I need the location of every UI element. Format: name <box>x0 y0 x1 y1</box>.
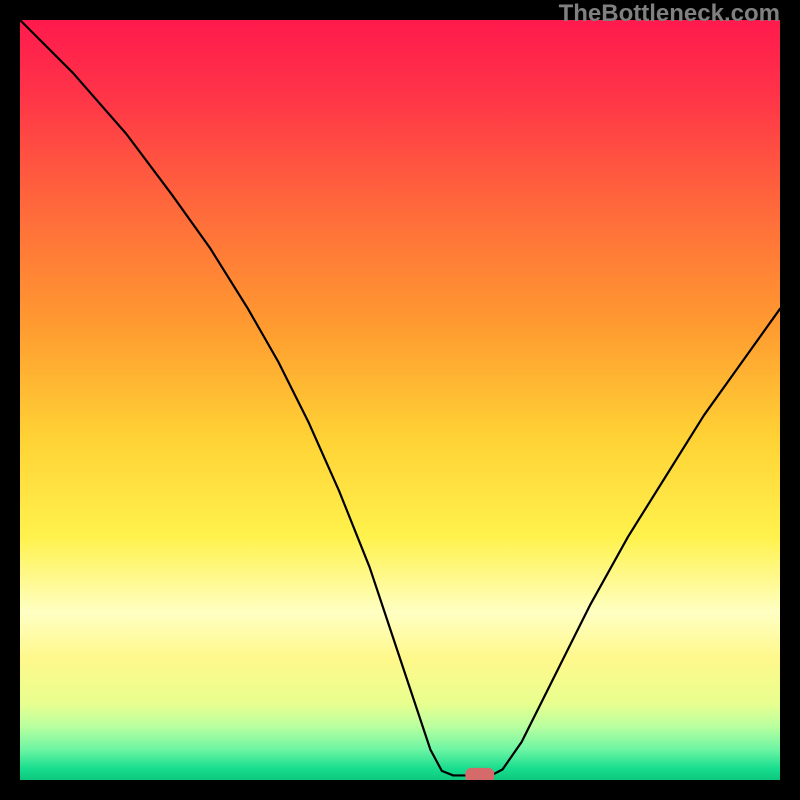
watermark-text: TheBottleneck.com <box>559 0 780 28</box>
chart-svg <box>20 20 780 780</box>
gradient-background <box>20 20 780 780</box>
plot-area <box>20 20 780 780</box>
optimum-marker <box>465 768 494 780</box>
chart-frame: TheBottleneck.com <box>0 0 800 800</box>
